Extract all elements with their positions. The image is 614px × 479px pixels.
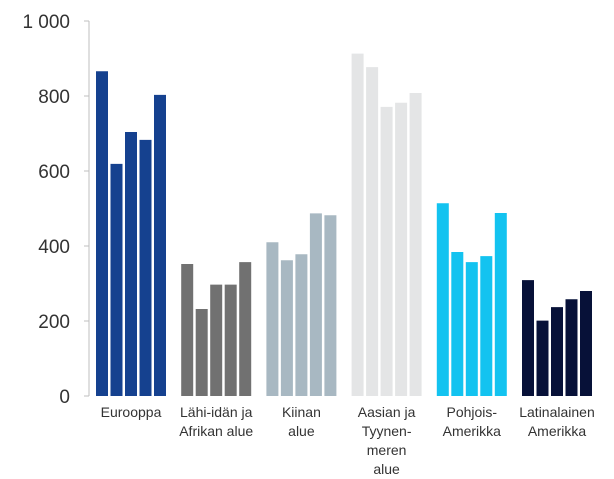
y-axis: 0 200 400 600 800 1 000 [22,12,90,408]
bar [266,242,279,396]
y-tick-label: 200 [38,312,70,333]
bar [125,132,137,396]
bar [580,291,592,396]
bar [309,213,322,396]
x-category-label-line: Kiinan [282,404,321,420]
bar [395,102,408,396]
x-category-label-line: meren [367,442,407,458]
bar [494,213,507,396]
x-category-label-line: Eurooppa [101,404,162,420]
bar-group [436,203,507,396]
x-category-label: Lähi-idän ja Afrikan alue [179,404,253,439]
bar-group [96,71,166,396]
y-tick-label: 600 [38,162,70,183]
bar [154,94,166,396]
x-category-label-line: alue [288,423,315,439]
bar [465,262,478,396]
x-category-label-line: alue [373,461,400,477]
bar [351,53,364,396]
x-category-label: Latinalainen Amerikka [519,404,595,439]
bar [139,139,152,396]
bar [409,93,422,396]
bar [324,215,337,396]
bar [210,284,223,396]
x-category-label: Pohjois- Amerikka [443,404,502,439]
bar [436,203,449,396]
bar [280,260,293,396]
x-category-label: Kiinan alue [282,404,321,439]
y-tick-label: 400 [38,237,70,258]
x-category-label-line: Aasian ja [358,404,416,420]
x-category-label-line: Pohjois- [447,404,498,420]
bar [536,320,549,396]
bar-group [181,262,252,396]
x-category-label-line: Tyynen- [362,423,412,439]
x-category-label: Eurooppa [101,404,162,420]
bar-group [351,53,422,396]
bar [565,299,578,396]
bar [380,106,393,396]
y-tick-label: 1 000 [22,12,70,33]
bar [181,264,194,396]
bars [96,53,592,396]
bar [522,280,534,396]
bar [195,309,208,396]
bar [110,163,123,396]
x-category-label-line: Latinalainen [519,404,595,420]
bar [480,256,493,396]
x-category-label-line: Amerikka [443,423,502,439]
bar-group [266,213,337,396]
x-category-label-line: Amerikka [528,423,587,439]
y-tick-label: 0 [59,387,70,408]
x-category-label: Aasian ja Tyynen-meren alue [358,404,416,477]
bar [239,262,252,396]
x-category-label-line: Afrikan alue [179,423,253,439]
y-tick-label: 800 [38,87,70,108]
x-axis-labels: Eurooppa Lähi-idän ja Afrikan alue Kiinan al… [101,404,595,477]
bar-group [522,280,592,396]
bar [451,252,464,396]
bar [551,307,563,396]
bar [96,71,108,396]
bar [366,67,379,396]
bar [295,254,308,396]
bar [224,284,237,396]
x-category-label-line: Lähi-idän ja [180,404,253,420]
